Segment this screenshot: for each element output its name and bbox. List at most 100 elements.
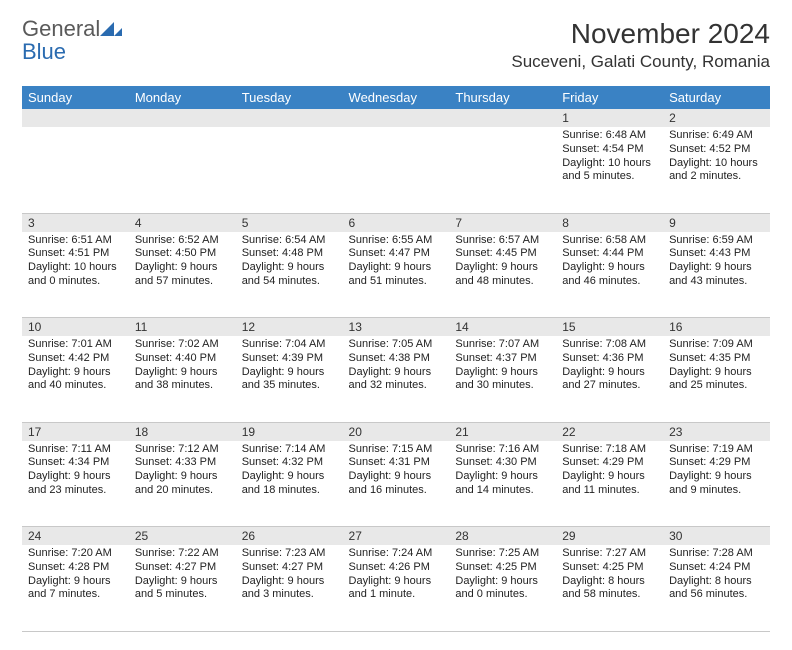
- day-cell: Sunrise: 7:12 AMSunset: 4:33 PMDaylight:…: [129, 441, 236, 527]
- sunrise-text: Sunrise: 7:24 AM: [349, 547, 444, 561]
- sunrise-text: Sunrise: 7:25 AM: [455, 547, 550, 561]
- day-number: 27: [349, 529, 362, 543]
- day-cell: Sunrise: 6:51 AMSunset: 4:51 PMDaylight:…: [22, 232, 129, 318]
- day-number-cell: 29: [556, 527, 663, 546]
- day-number-cell: 27: [343, 527, 450, 546]
- day-number-row: 3456789: [22, 213, 770, 232]
- sunset-text: Sunset: 4:40 PM: [135, 352, 230, 366]
- day-cell: Sunrise: 7:04 AMSunset: 4:39 PMDaylight:…: [236, 336, 343, 422]
- day-number: 28: [455, 529, 468, 543]
- daylight-text: Daylight: 9 hours and 16 minutes.: [349, 470, 444, 498]
- day-details: Sunrise: 7:27 AMSunset: 4:25 PMDaylight:…: [556, 545, 663, 606]
- day-details: Sunrise: 7:07 AMSunset: 4:37 PMDaylight:…: [449, 336, 556, 397]
- sunset-text: Sunset: 4:30 PM: [455, 456, 550, 470]
- day-number: 1: [562, 111, 569, 125]
- day-cell: Sunrise: 7:15 AMSunset: 4:31 PMDaylight:…: [343, 441, 450, 527]
- sunset-text: Sunset: 4:32 PM: [242, 456, 337, 470]
- day-details: Sunrise: 6:59 AMSunset: 4:43 PMDaylight:…: [663, 232, 770, 293]
- sunrise-text: Sunrise: 7:28 AM: [669, 547, 764, 561]
- day-cell: Sunrise: 7:14 AMSunset: 4:32 PMDaylight:…: [236, 441, 343, 527]
- daylight-text: Daylight: 9 hours and 11 minutes.: [562, 470, 657, 498]
- day-cell: Sunrise: 6:57 AMSunset: 4:45 PMDaylight:…: [449, 232, 556, 318]
- daylight-text: Daylight: 9 hours and 57 minutes.: [135, 261, 230, 289]
- day-number-cell: 2: [663, 109, 770, 127]
- sunset-text: Sunset: 4:29 PM: [562, 456, 657, 470]
- sunset-text: Sunset: 4:25 PM: [562, 561, 657, 575]
- sunrise-text: Sunrise: 7:27 AM: [562, 547, 657, 561]
- day-number-row: 10111213141516: [22, 318, 770, 337]
- day-details: Sunrise: 6:52 AMSunset: 4:50 PMDaylight:…: [129, 232, 236, 293]
- sunset-text: Sunset: 4:44 PM: [562, 247, 657, 261]
- daylight-text: Daylight: 9 hours and 18 minutes.: [242, 470, 337, 498]
- header: General Blue November 2024 Suceveni, Gal…: [22, 18, 770, 72]
- day-number-cell: 11: [129, 318, 236, 337]
- weekday-header: Thursday: [449, 86, 556, 109]
- sunrise-text: Sunrise: 7:07 AM: [455, 338, 550, 352]
- day-number: 15: [562, 320, 575, 334]
- weekday-header: Tuesday: [236, 86, 343, 109]
- day-details: Sunrise: 7:20 AMSunset: 4:28 PMDaylight:…: [22, 545, 129, 606]
- sunset-text: Sunset: 4:27 PM: [242, 561, 337, 575]
- title-block: November 2024 Suceveni, Galati County, R…: [511, 18, 770, 72]
- day-number-row: 12: [22, 109, 770, 127]
- sunset-text: Sunset: 4:36 PM: [562, 352, 657, 366]
- day-cell: Sunrise: 7:25 AMSunset: 4:25 PMDaylight:…: [449, 545, 556, 631]
- sunrise-text: Sunrise: 6:51 AM: [28, 234, 123, 248]
- day-details: Sunrise: 7:18 AMSunset: 4:29 PMDaylight:…: [556, 441, 663, 502]
- weekday-header: Friday: [556, 86, 663, 109]
- sunrise-text: Sunrise: 7:22 AM: [135, 547, 230, 561]
- day-cell: Sunrise: 7:16 AMSunset: 4:30 PMDaylight:…: [449, 441, 556, 527]
- day-cell: Sunrise: 6:54 AMSunset: 4:48 PMDaylight:…: [236, 232, 343, 318]
- daylight-text: Daylight: 9 hours and 14 minutes.: [455, 470, 550, 498]
- day-details: Sunrise: 6:48 AMSunset: 4:54 PMDaylight:…: [556, 127, 663, 188]
- day-details: Sunrise: 7:14 AMSunset: 4:32 PMDaylight:…: [236, 441, 343, 502]
- day-content-row: Sunrise: 7:01 AMSunset: 4:42 PMDaylight:…: [22, 336, 770, 422]
- day-number: 30: [669, 529, 682, 543]
- day-details: Sunrise: 7:28 AMSunset: 4:24 PMDaylight:…: [663, 545, 770, 606]
- daylight-text: Daylight: 10 hours and 5 minutes.: [562, 157, 657, 185]
- day-cell: Sunrise: 7:28 AMSunset: 4:24 PMDaylight:…: [663, 545, 770, 631]
- sunrise-text: Sunrise: 6:52 AM: [135, 234, 230, 248]
- logo-text-blue: Blue: [22, 39, 66, 64]
- day-number: 23: [669, 425, 682, 439]
- daylight-text: Daylight: 9 hours and 20 minutes.: [135, 470, 230, 498]
- day-number-cell: [129, 109, 236, 127]
- daylight-text: Daylight: 9 hours and 38 minutes.: [135, 366, 230, 394]
- weekday-header: Monday: [129, 86, 236, 109]
- daylight-text: Daylight: 9 hours and 9 minutes.: [669, 470, 764, 498]
- day-number: 24: [28, 529, 41, 543]
- daylight-text: Daylight: 9 hours and 32 minutes.: [349, 366, 444, 394]
- day-cell: Sunrise: 6:59 AMSunset: 4:43 PMDaylight:…: [663, 232, 770, 318]
- sunrise-text: Sunrise: 6:58 AM: [562, 234, 657, 248]
- day-number: 16: [669, 320, 682, 334]
- day-number-cell: [449, 109, 556, 127]
- sunrise-text: Sunrise: 7:02 AM: [135, 338, 230, 352]
- day-cell: Sunrise: 7:27 AMSunset: 4:25 PMDaylight:…: [556, 545, 663, 631]
- day-details: Sunrise: 7:04 AMSunset: 4:39 PMDaylight:…: [236, 336, 343, 397]
- day-details: Sunrise: 7:24 AMSunset: 4:26 PMDaylight:…: [343, 545, 450, 606]
- day-details: Sunrise: 7:01 AMSunset: 4:42 PMDaylight:…: [22, 336, 129, 397]
- day-number-cell: 15: [556, 318, 663, 337]
- sunrise-text: Sunrise: 7:11 AM: [28, 443, 123, 457]
- sunrise-text: Sunrise: 7:14 AM: [242, 443, 337, 457]
- day-details: Sunrise: 6:49 AMSunset: 4:52 PMDaylight:…: [663, 127, 770, 188]
- day-details: Sunrise: 6:58 AMSunset: 4:44 PMDaylight:…: [556, 232, 663, 293]
- day-cell: Sunrise: 7:01 AMSunset: 4:42 PMDaylight:…: [22, 336, 129, 422]
- day-cell: Sunrise: 7:18 AMSunset: 4:29 PMDaylight:…: [556, 441, 663, 527]
- day-number-cell: 1: [556, 109, 663, 127]
- sunset-text: Sunset: 4:26 PM: [349, 561, 444, 575]
- sunset-text: Sunset: 4:50 PM: [135, 247, 230, 261]
- sunrise-text: Sunrise: 7:23 AM: [242, 547, 337, 561]
- day-cell: Sunrise: 7:09 AMSunset: 4:35 PMDaylight:…: [663, 336, 770, 422]
- daylight-text: Daylight: 9 hours and 30 minutes.: [455, 366, 550, 394]
- logo-text-block: General Blue: [22, 18, 122, 64]
- day-number-cell: 23: [663, 422, 770, 441]
- daylight-text: Daylight: 10 hours and 2 minutes.: [669, 157, 764, 185]
- sunset-text: Sunset: 4:48 PM: [242, 247, 337, 261]
- day-number-cell: 18: [129, 422, 236, 441]
- daylight-text: Daylight: 9 hours and 40 minutes.: [28, 366, 123, 394]
- day-number-row: 17181920212223: [22, 422, 770, 441]
- day-number: 17: [28, 425, 41, 439]
- day-cell: [343, 127, 450, 213]
- daylight-text: Daylight: 9 hours and 48 minutes.: [455, 261, 550, 289]
